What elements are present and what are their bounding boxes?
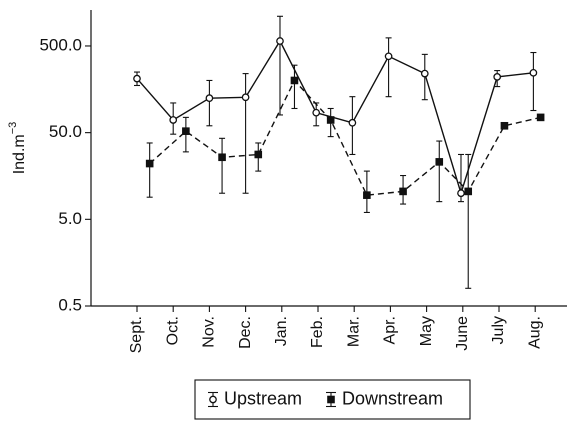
y-axis-title-main: Ind.m bbox=[11, 134, 28, 174]
data-point bbox=[500, 121, 509, 130]
x-tick-label: Mar. bbox=[345, 316, 362, 347]
series-downstream bbox=[145, 64, 545, 289]
series-layer bbox=[133, 15, 545, 289]
x-tick-label: Feb. bbox=[309, 316, 326, 348]
data-point bbox=[169, 116, 178, 124]
x-tick-label: June bbox=[454, 316, 471, 351]
x-tick-label: Jan. bbox=[273, 316, 290, 346]
y-tick-label: 500.0 bbox=[39, 35, 82, 54]
legend-marker-open-circle bbox=[209, 395, 217, 404]
data-point bbox=[312, 108, 321, 117]
data-point bbox=[276, 37, 284, 45]
series-line bbox=[136, 39, 534, 196]
data-point bbox=[218, 153, 226, 162]
data-point bbox=[145, 159, 154, 168]
y-axis-title: Ind.m−3 bbox=[7, 122, 28, 175]
x-tick-label: Apr. bbox=[382, 316, 399, 344]
x-tick-label: Oct. bbox=[164, 316, 181, 345]
data-point bbox=[536, 113, 545, 122]
data-point bbox=[399, 187, 407, 196]
data-point bbox=[241, 93, 250, 102]
data-point bbox=[384, 52, 393, 61]
series-upstream bbox=[133, 15, 538, 203]
data-point bbox=[493, 73, 502, 81]
legend-entry-downstream: Downstream bbox=[326, 388, 443, 408]
data-point bbox=[326, 116, 335, 124]
y-tick-label: 50.0 bbox=[49, 122, 82, 141]
y-tick-label: 5.0 bbox=[58, 209, 82, 228]
data-point bbox=[464, 187, 473, 196]
series-line bbox=[149, 79, 541, 196]
legend-label-upstream: Upstream bbox=[224, 388, 302, 408]
x-tick-label: May bbox=[418, 316, 435, 346]
y-axis-title-superscript: −3 bbox=[7, 122, 19, 135]
x-tick-label: Dec. bbox=[237, 316, 254, 349]
data-point bbox=[435, 158, 444, 166]
axes: 0.5 5.0 50.0 500.0 Sept. Oct. Nov. Dec. Jan. Feb.… bbox=[39, 10, 567, 353]
data-point bbox=[363, 191, 371, 199]
x-tick-label: July bbox=[490, 316, 507, 344]
legend-entry-upstream: Upstream bbox=[208, 388, 302, 408]
x-tick-label: Aug. bbox=[526, 316, 543, 349]
y-tick-label: 0.5 bbox=[58, 295, 82, 314]
data-point bbox=[290, 76, 299, 85]
data-point bbox=[457, 189, 465, 198]
data-point bbox=[529, 68, 538, 77]
data-point bbox=[420, 69, 429, 78]
x-tick-label: Sept. bbox=[128, 316, 145, 353]
data-point bbox=[205, 94, 214, 103]
legend-label-downstream: Downstream bbox=[342, 388, 443, 408]
legend: Upstream Downstream bbox=[194, 379, 471, 420]
legend-marker-filled-square bbox=[327, 395, 335, 404]
data-point bbox=[133, 74, 141, 83]
x-tick-label: Nov. bbox=[201, 316, 218, 348]
data-point bbox=[348, 118, 357, 127]
data-point bbox=[254, 150, 263, 159]
data-point bbox=[182, 127, 190, 135]
